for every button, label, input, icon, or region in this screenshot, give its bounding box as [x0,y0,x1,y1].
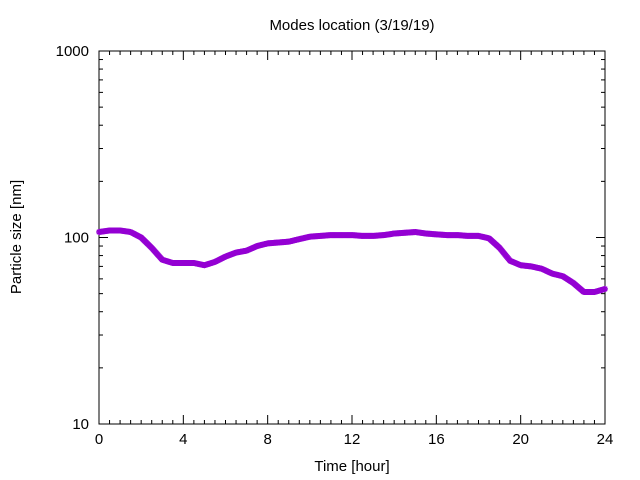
x-tick-labels: 0 4 8 12 16 20 24 [95,431,614,448]
x-tick-label: 16 [428,431,445,448]
x-tick-label: 12 [344,431,361,448]
y-tick-label: 1000 [56,43,89,60]
y-axis-label: Particle size [nm] [8,180,25,294]
x-axis-label: Time [hour] [314,458,389,475]
data-point [602,285,608,292]
tick-marks [98,50,606,425]
y-tick-label: 10 [72,416,89,433]
y-tick-labels: 10 100 1000 [56,43,89,433]
y-tick-label: 100 [64,230,89,247]
x-tick-label: 4 [179,431,187,448]
x-tick-label: 24 [597,431,614,448]
x-tick-label: 20 [512,431,529,448]
data-series [96,227,608,296]
chart-title: Modes location (3/19/19) [269,17,434,34]
x-tick-label: 8 [263,431,271,448]
x-tick-label: 0 [95,431,103,448]
